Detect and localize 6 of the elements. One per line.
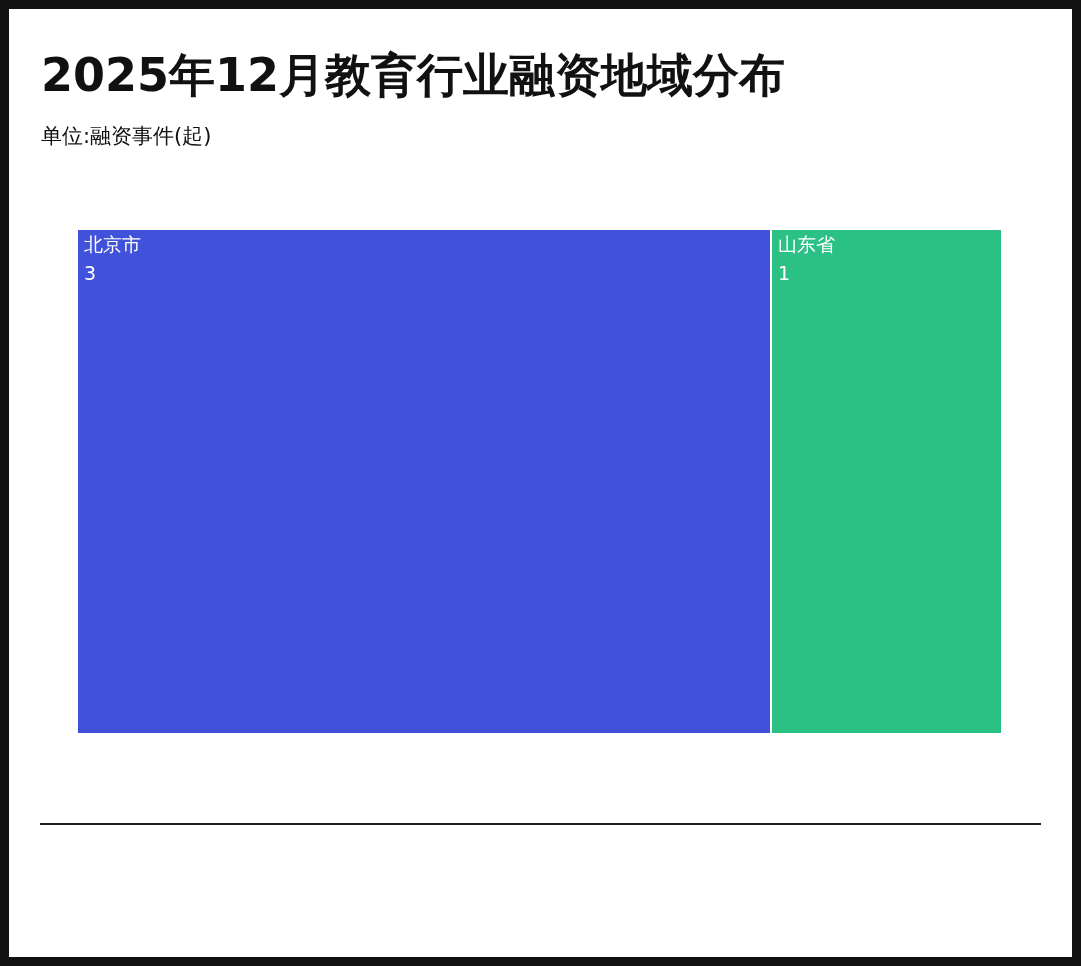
data-label: 1 [778, 262, 791, 284]
data-label: 3 [84, 262, 97, 284]
text: 单位:融资事件(起) [41, 123, 212, 150]
category-label: 山东省 [778, 233, 835, 255]
category-label: 北京市 [84, 233, 141, 255]
text: 2025年12月教育行业融资地域分布 [41, 47, 786, 103]
